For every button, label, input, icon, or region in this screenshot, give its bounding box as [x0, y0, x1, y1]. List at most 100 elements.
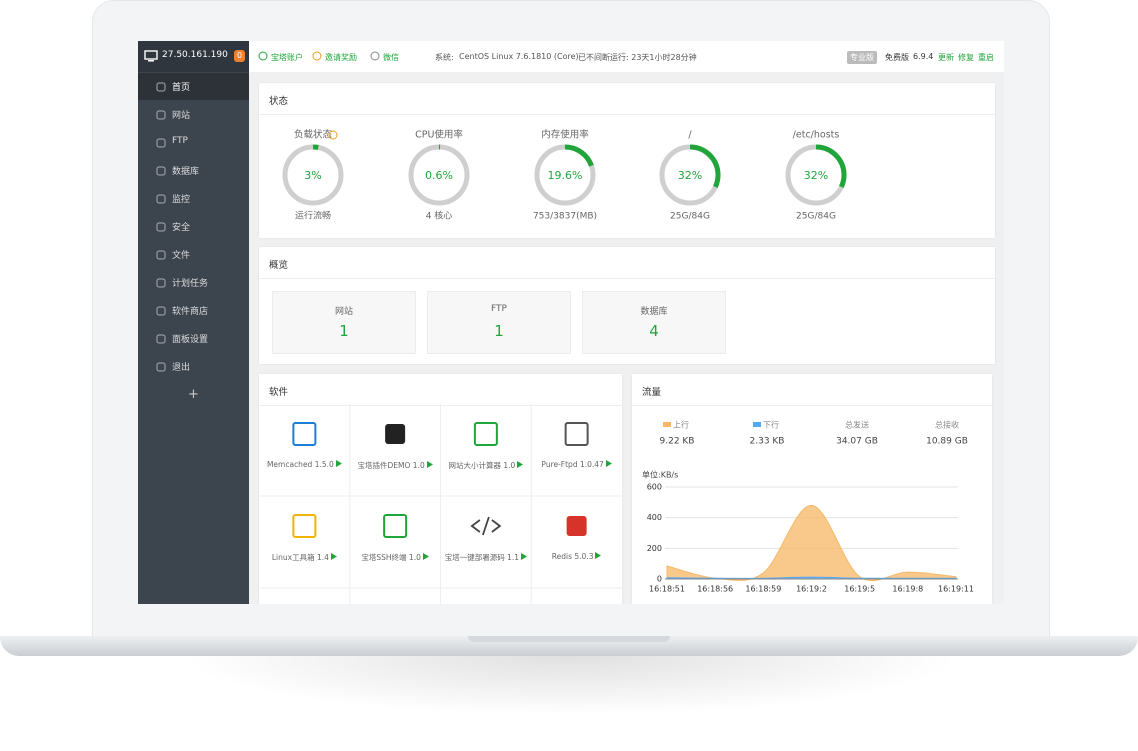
gauge-value: 32%	[804, 169, 828, 182]
graphic	[259, 404, 622, 604]
gauge-arc	[659, 144, 721, 206]
play-icon[interactable]	[605, 460, 612, 467]
menu-label[interactable]: 数据库	[172, 167, 200, 177]
graphic: 负载状态 3% 运行流畅 CPU使用率 0.6% 4 核心 内存使用率 19.6% 753/38…	[282, 129, 847, 222]
overview-panel: 概览 网站 1 FTP 1 数据库 4	[259, 247, 995, 364]
graphic	[370, 51, 380, 61]
menu-label[interactable]: 软件商店	[172, 307, 209, 317]
gauge-detail: 25G/84G	[670, 212, 710, 222]
panel-title: 软件	[269, 387, 289, 398]
laptop-shadow	[180, 656, 960, 716]
menu-label[interactable]: FTP	[172, 136, 188, 146]
menu-item[interactable]: 网站	[138, 101, 249, 128]
y-tick-label: 0	[657, 575, 662, 584]
graphic	[156, 222, 166, 232]
menu-icon	[156, 334, 166, 344]
traffic-panel: 流量 上行 9.22 KB 下行 2.33 KB 总发送 34.07 GB 总接收 10.89…	[632, 374, 992, 604]
legend-label: 下行	[763, 420, 779, 430]
gauge-title: /etc/hosts	[793, 130, 840, 141]
play-icon[interactable]	[595, 552, 602, 559]
top-action[interactable]: 修复	[958, 53, 974, 62]
message-badge[interactable]: 0	[234, 50, 245, 62]
gauge-detail: 4 核心	[426, 210, 453, 222]
panel-title: 流量	[642, 387, 662, 398]
graphic	[312, 51, 322, 61]
play-icon[interactable]	[517, 461, 524, 468]
top-action[interactable]: 重启	[978, 53, 994, 62]
screen: 27.50.161.190 0 首页网站 FTP 数据库监控安全文件计划任务软件商店…	[138, 41, 1004, 604]
laptop-base	[0, 636, 1138, 656]
app-label[interactable]: 宝塔插件DEMO 1.0	[350, 460, 441, 471]
app-icon	[292, 422, 317, 446]
app-label[interactable]: 网站大小计算器 1.0	[441, 460, 532, 471]
overview-card[interactable]: 网站 1	[272, 291, 416, 354]
gauge-title: 内存使用率	[541, 129, 589, 141]
menu-item[interactable]: 监控	[138, 185, 249, 212]
overview-label: 网站	[334, 307, 353, 317]
top-action[interactable]: 更新	[938, 53, 954, 62]
x-tick-label: 16:18:56	[697, 585, 733, 594]
menu-label[interactable]: 首页	[172, 83, 191, 93]
app-label[interactable]: Memcached 1.5.0	[259, 460, 350, 469]
overview-value: 4	[649, 322, 659, 340]
menu-item[interactable]: 文件	[138, 241, 249, 268]
server-ip: 27.50.161.190	[162, 50, 228, 60]
y-tick-label: 600	[647, 483, 662, 492]
play-icon[interactable]	[426, 461, 433, 468]
menu-label[interactable]: 网站	[172, 111, 191, 121]
graphic	[156, 138, 166, 148]
menu-icon	[156, 278, 166, 288]
software-panel: 软件 Memcached 1.5.0 宝塔插件DEMO 1.0 网站大小计算器 1.…	[259, 374, 622, 604]
menu-label[interactable]: 面板设置	[172, 335, 209, 345]
menu-label[interactable]: 文件	[172, 251, 191, 261]
gauge-detail: 25G/84G	[796, 212, 836, 222]
monitor-icon	[144, 50, 158, 62]
play-icon[interactable]	[335, 460, 342, 467]
play-icon[interactable]	[422, 553, 429, 560]
app-label[interactable]: Pure-Ftpd 1.0.47	[531, 460, 622, 469]
menu-item[interactable]: 面板设置	[138, 325, 249, 352]
gauge-detail: 运行流畅	[295, 210, 331, 222]
panel-title: 状态	[269, 96, 289, 107]
play-icon[interactable]	[521, 553, 528, 560]
play-icon[interactable]	[330, 553, 337, 560]
app-label[interactable]: 宝塔一键部署源码 1.1	[441, 552, 532, 563]
app-label[interactable]: 宝塔SSH终端 1.0	[350, 552, 441, 563]
app-label[interactable]: Redis 5.0.3	[531, 552, 622, 561]
menu-icon	[156, 110, 166, 120]
menu-item[interactable]: 计划任务	[138, 269, 249, 296]
gauge-arc	[408, 144, 470, 206]
menu-label[interactable]: 计划任务	[172, 279, 209, 289]
menu-label[interactable]: 退出	[172, 363, 191, 373]
graphic: 上行 9.22 KB 下行 2.33 KB 总发送 34.07 GB 总接收 10.89 GB…	[642, 420, 974, 594]
menu-item[interactable]: 软件商店	[138, 297, 249, 324]
overview-card[interactable]: 数据库 4	[582, 291, 726, 354]
graphic	[156, 334, 166, 344]
menu-icon	[156, 306, 166, 316]
menu-item[interactable]: 首页	[138, 73, 249, 100]
total-label: 总发送	[845, 420, 869, 430]
menu-item[interactable]: 数据库	[138, 157, 249, 184]
gauge-title: 负载状态	[294, 129, 333, 141]
x-tick-label: 16:18:51	[649, 585, 685, 594]
graphic	[156, 250, 166, 260]
menu-label[interactable]: 安全	[172, 223, 191, 233]
menu-label[interactable]: 监控	[172, 195, 191, 205]
menu-item[interactable]: 退出	[138, 353, 249, 380]
menu-item[interactable]: 安全	[138, 213, 249, 240]
top-link[interactable]: 微信	[383, 53, 399, 62]
y-tick-label: 200	[647, 544, 662, 553]
add-button[interactable]: +	[188, 387, 199, 402]
overview-value: 1	[339, 322, 349, 340]
traffic-current: 2.33 KB	[750, 437, 785, 447]
status-panel: 状态 负载状态 3% 运行流畅 CPU使用率 0.6% 4 核心 内存使用率 19.6% 753…	[259, 83, 995, 238]
menu-item[interactable]: FTP	[138, 129, 249, 156]
gauge-detail: 753/3837(MB)	[533, 212, 597, 222]
top-link[interactable]: 宝塔账户	[271, 53, 303, 62]
total-label: 总接收	[935, 420, 959, 430]
overview-label: FTP	[491, 304, 507, 314]
top-link[interactable]: 邀请奖励	[325, 53, 357, 62]
graphic	[156, 166, 166, 176]
overview-card[interactable]: FTP 1	[427, 291, 571, 354]
app-label[interactable]: Linux工具箱 1.4	[259, 552, 350, 563]
